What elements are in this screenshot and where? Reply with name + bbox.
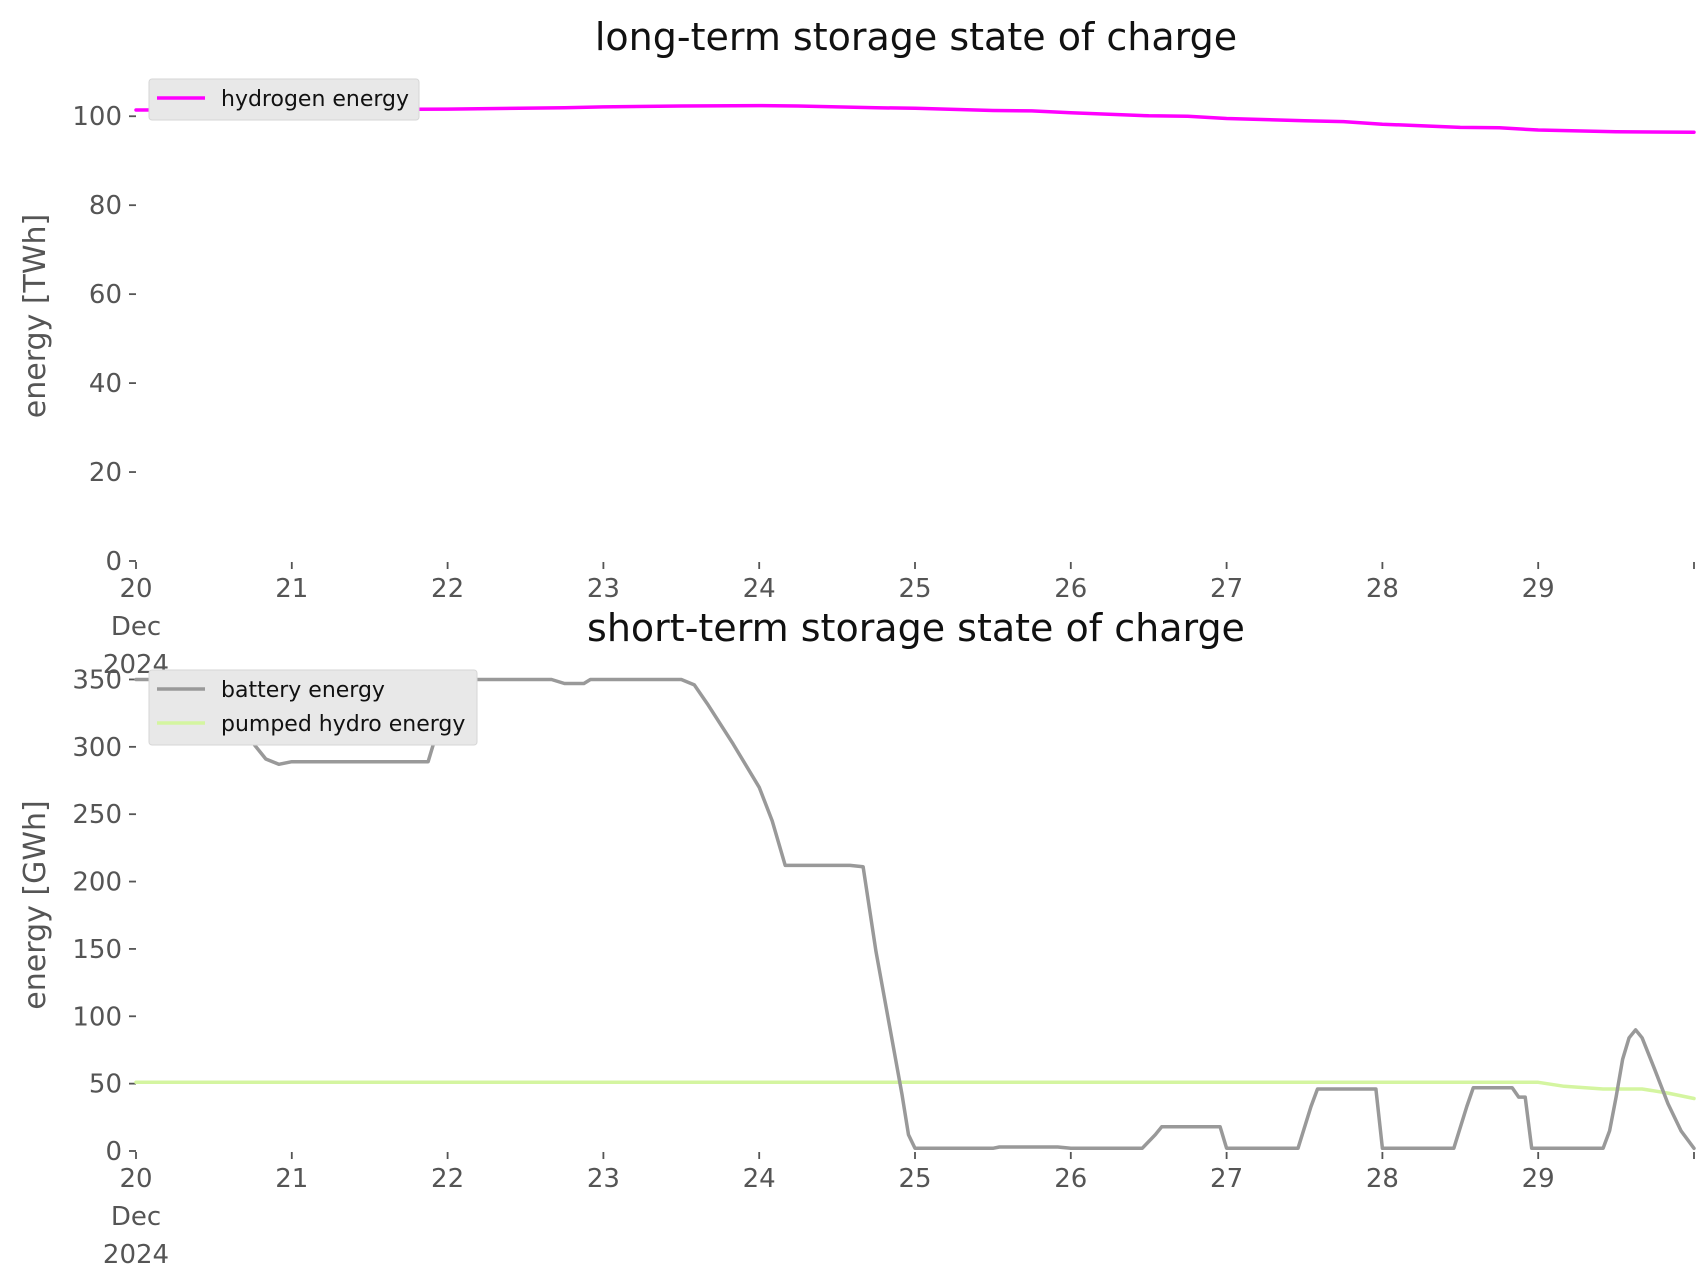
- chart-title: long-term storage state of charge: [595, 15, 1237, 59]
- x-tick-label: 23: [587, 574, 620, 604]
- x-tick-label: 26: [1054, 574, 1087, 604]
- x-tick-label: 22: [431, 1164, 464, 1194]
- x-tick-label: 29: [1522, 574, 1555, 604]
- x-tick-label: 27: [1210, 574, 1243, 604]
- x-tick-label: 21: [275, 1164, 308, 1194]
- legend-box: [148, 78, 420, 121]
- y-tick-label: 60: [89, 280, 122, 310]
- x-tick-label: 27: [1210, 1164, 1243, 1194]
- legend-label-battery-energy: battery energy: [221, 678, 385, 703]
- x-tick-label: 2024: [103, 1240, 169, 1270]
- x-tick-label: 20: [119, 1164, 152, 1194]
- x-tick-label: 26: [1054, 1164, 1087, 1194]
- series-line-hydrogen-energy: [134, 103, 1696, 134]
- x-tick-label: 22: [431, 574, 464, 604]
- series-line-pumped-hydro-energy: [134, 1080, 1696, 1101]
- chart-title: short-term storage state of charge: [587, 606, 1245, 650]
- y-tick-label: 80: [89, 191, 122, 221]
- x-tick-label: 24: [743, 574, 776, 604]
- legend: hydrogen energy: [148, 78, 420, 121]
- y-tick-label: 0: [105, 547, 122, 577]
- legend-label-pumped-hydro-energy: pumped hydro energy: [221, 712, 465, 737]
- y-axis-label: energy [TWh]: [18, 214, 53, 418]
- y-tick-label: 40: [89, 369, 122, 399]
- legend: battery energy pumped hydro energy: [148, 669, 478, 746]
- legend-box: [148, 669, 478, 746]
- y-tick-label: 350: [72, 665, 122, 695]
- legend-label-hydrogen-energy: hydrogen energy: [221, 87, 409, 112]
- x-tick-label: Dec: [111, 612, 161, 642]
- y-tick-label: 0: [105, 1137, 122, 1167]
- x-tick-label: 28: [1366, 574, 1399, 604]
- x-tick-label: Dec: [111, 1202, 161, 1232]
- y-axis-label: energy [GWh]: [18, 800, 53, 1009]
- y-tick-label: 200: [72, 868, 122, 898]
- x-tick-label: 20: [119, 574, 152, 604]
- long-term-chart: long-term storage state of charge energy…: [18, 15, 1696, 680]
- x-tick-label: 24: [743, 1164, 776, 1194]
- x-tick-label: 29: [1522, 1164, 1555, 1194]
- y-tick-label: 100: [72, 1002, 122, 1032]
- x-tick-label: 23: [587, 1164, 620, 1194]
- plot-area: [134, 677, 1696, 1151]
- series-line-battery-energy: [134, 677, 1696, 1151]
- x-tick-label: 25: [898, 1164, 931, 1194]
- y-tick-label: 20: [89, 458, 122, 488]
- y-tick-label: 150: [72, 935, 122, 965]
- y-tick-label: 50: [89, 1070, 122, 1100]
- x-tick-label: 25: [898, 574, 931, 604]
- x-tick-label: 28: [1366, 1164, 1399, 1194]
- y-tick-label: 300: [72, 733, 122, 763]
- y-axis: 0 50 100 150 200 250 300 350: [72, 665, 136, 1167]
- y-tick-label: 250: [72, 800, 122, 830]
- y-axis: 0 20 40 60 80 100: [72, 102, 136, 577]
- plot-area: [134, 103, 1696, 134]
- short-term-chart: short-term storage state of charge energ…: [18, 606, 1696, 1270]
- x-tick-label: 21: [275, 574, 308, 604]
- x-axis: 20 Dec 2024 21 22 23 24 25 26 27 28 29: [103, 1152, 1695, 1270]
- y-tick-label: 100: [72, 102, 122, 132]
